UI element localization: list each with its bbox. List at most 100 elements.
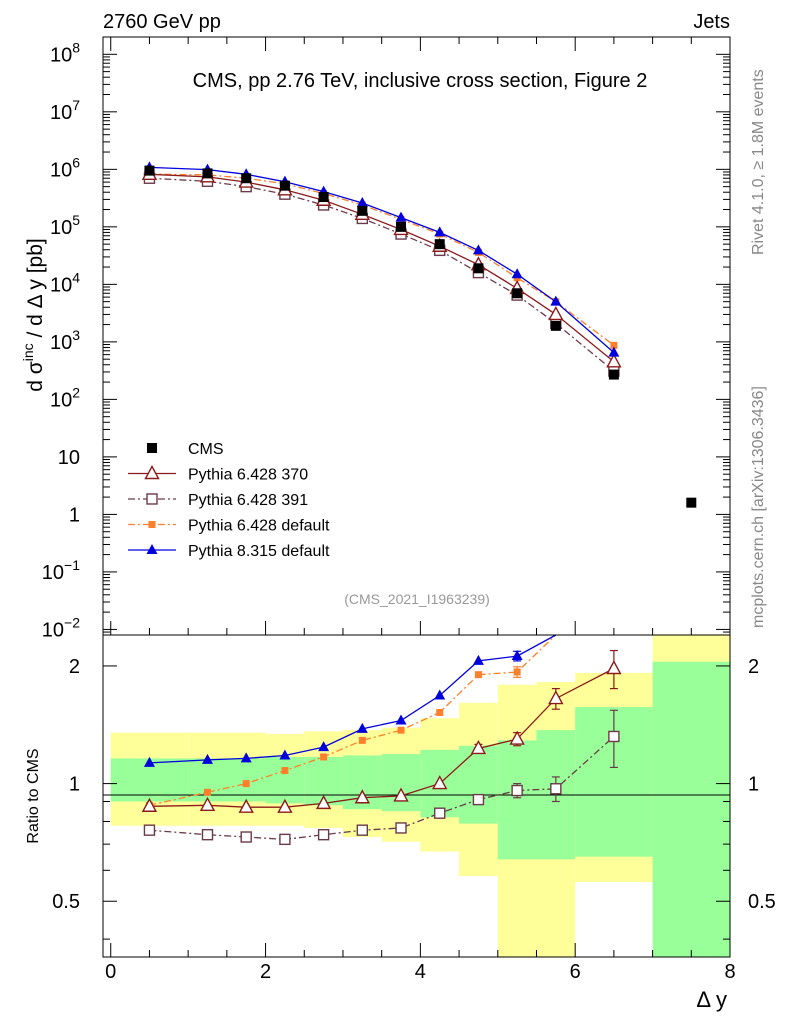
ytick-base: 10 [42, 619, 64, 641]
legend-label-p8def: Pythia 8.315 default [188, 543, 330, 560]
ytick-base: 1 [69, 504, 80, 526]
ratio-ylabel: Ratio to CMS [25, 748, 42, 843]
ratio-point-p370 [238, 798, 254, 813]
ratio-band-inner [381, 754, 421, 812]
ratio-point-p8def [202, 753, 213, 764]
ratio-xtick-label: 2 [260, 961, 271, 983]
ratio-point-p8def [143, 756, 155, 767]
ratio-point-p6def [436, 709, 444, 717]
main-point-cms [608, 369, 619, 380]
ratio-panel: 0.5 0.5 1 1 2 2 0 2 4 6 8 Ratio to CMS Δ y [25, 634, 776, 1012]
main-ytick-label: 108 [50, 39, 80, 66]
ytick-exp: −1 [64, 557, 80, 573]
ratio-xtick-label: 4 [415, 961, 426, 983]
main-series [141, 161, 697, 508]
ratio-bands [110, 635, 730, 957]
main-ytick-label: 102 [50, 384, 80, 411]
legend-marker-p391 [146, 493, 158, 505]
main-ytick-label: 105 [50, 212, 80, 239]
ytick-exp: 4 [72, 269, 80, 285]
main-point-cms [279, 180, 290, 191]
ratio-ytick-label-left: 0.5 [52, 891, 80, 913]
ytick-exp: 6 [72, 154, 80, 170]
ratio-ytick-label-right: 1 [748, 774, 759, 796]
ytick-base: 10 [50, 332, 72, 354]
ratio-band-inner [459, 745, 498, 824]
ratio-ytick-label-right: 0.5 [748, 891, 776, 913]
ratio-ytick-label-right: 2 [748, 656, 759, 678]
ratio-point-p6def [204, 788, 211, 796]
ratio-point-p391 [550, 783, 562, 795]
ratio-band-inner [265, 756, 305, 804]
ratio-series [141, 635, 622, 846]
ratio-point-p370 [199, 796, 216, 811]
ratio-point-p370 [141, 797, 158, 812]
ytick-exp: 5 [72, 212, 80, 228]
main-point-cms [241, 173, 252, 184]
watermark: (CMS_2021_I1963239) [344, 591, 490, 607]
main-line-p6def [149, 173, 615, 346]
x-axis-label: Δ y [696, 987, 727, 1012]
ratio-point-p370 [470, 739, 487, 755]
ratio-point-p391 [317, 829, 330, 841]
rivet-label: Rivet 4.1.0, ≥ 1.8M events [750, 69, 767, 255]
ratio-point-p6def [474, 671, 482, 679]
main-point-p370 [606, 353, 622, 368]
main-title: CMS, pp 2.76 TeV, inclusive cross sectio… [193, 70, 648, 92]
ratio-point-p370 [432, 775, 448, 790]
ytick-base: 10 [50, 217, 72, 239]
main-point-p8def [511, 268, 523, 279]
ratio-band-inner [652, 661, 730, 957]
ratio-point-p391 [356, 824, 369, 836]
ratio-axis-ticks [103, 665, 731, 957]
ytick-exp: 8 [72, 39, 80, 55]
ratio-point-p6def [397, 726, 405, 734]
ratio-line-p391 [149, 736, 615, 841]
main-point-cms [202, 168, 213, 179]
ytick-base: 10 [50, 389, 72, 411]
ratio-point-p391 [240, 831, 252, 843]
ratio-point-p391 [279, 833, 291, 846]
main-point-p8def [356, 196, 368, 207]
main-point-p8def [608, 346, 620, 357]
main-point-p8def [550, 295, 562, 306]
ytick-base: 10 [42, 562, 64, 584]
ratio-point-p6def [358, 736, 366, 744]
ratio-band-inner [188, 758, 266, 802]
ylabel-sup: inc [20, 343, 36, 361]
ratio-point-p8def [472, 654, 484, 665]
main-point-p8def [472, 244, 484, 255]
ratio-point-p6def [242, 780, 250, 788]
mcplots-label: mcplots.cern.ch [arXiv:1306.3436] [750, 386, 767, 628]
main-point-p8def [395, 211, 407, 222]
ratio-point-p391 [201, 829, 214, 841]
main-line-p370 [149, 173, 615, 363]
ratio-point-p391 [434, 807, 446, 819]
ytick-exp: 7 [72, 97, 80, 113]
ratio-line-p6def [149, 635, 557, 806]
main-line-p391 [149, 177, 615, 372]
legend-marker-cms [147, 443, 157, 453]
main-ytick-label: 103 [50, 327, 80, 354]
main-ytick-label: 10 [58, 447, 80, 469]
main-point-cms [318, 192, 329, 203]
ratio-point-p391 [143, 824, 156, 836]
legend-label-p370: Pythia 6.428 370 [188, 467, 308, 484]
ratio-frame [102, 634, 731, 958]
ratio-point-p8def [318, 741, 330, 752]
ratio-point-p370 [393, 787, 409, 802]
ratio-ytick-label-left: 1 [69, 774, 80, 796]
header-right: Jets [693, 11, 730, 33]
legend-marker-p370 [144, 465, 160, 480]
ratio-xtick-label: 0 [105, 961, 116, 983]
ytick-base: 10 [58, 447, 80, 469]
ratio-point-p6def [320, 753, 328, 761]
main-ytick-label: 106 [50, 154, 80, 181]
ratio-point-p391 [511, 784, 523, 797]
ratio-series-clip [141, 635, 622, 846]
ratio-point-p391 [608, 730, 620, 743]
ratio-ytick-label-left: 2 [69, 656, 80, 678]
ratio-point-p6def [513, 668, 521, 676]
